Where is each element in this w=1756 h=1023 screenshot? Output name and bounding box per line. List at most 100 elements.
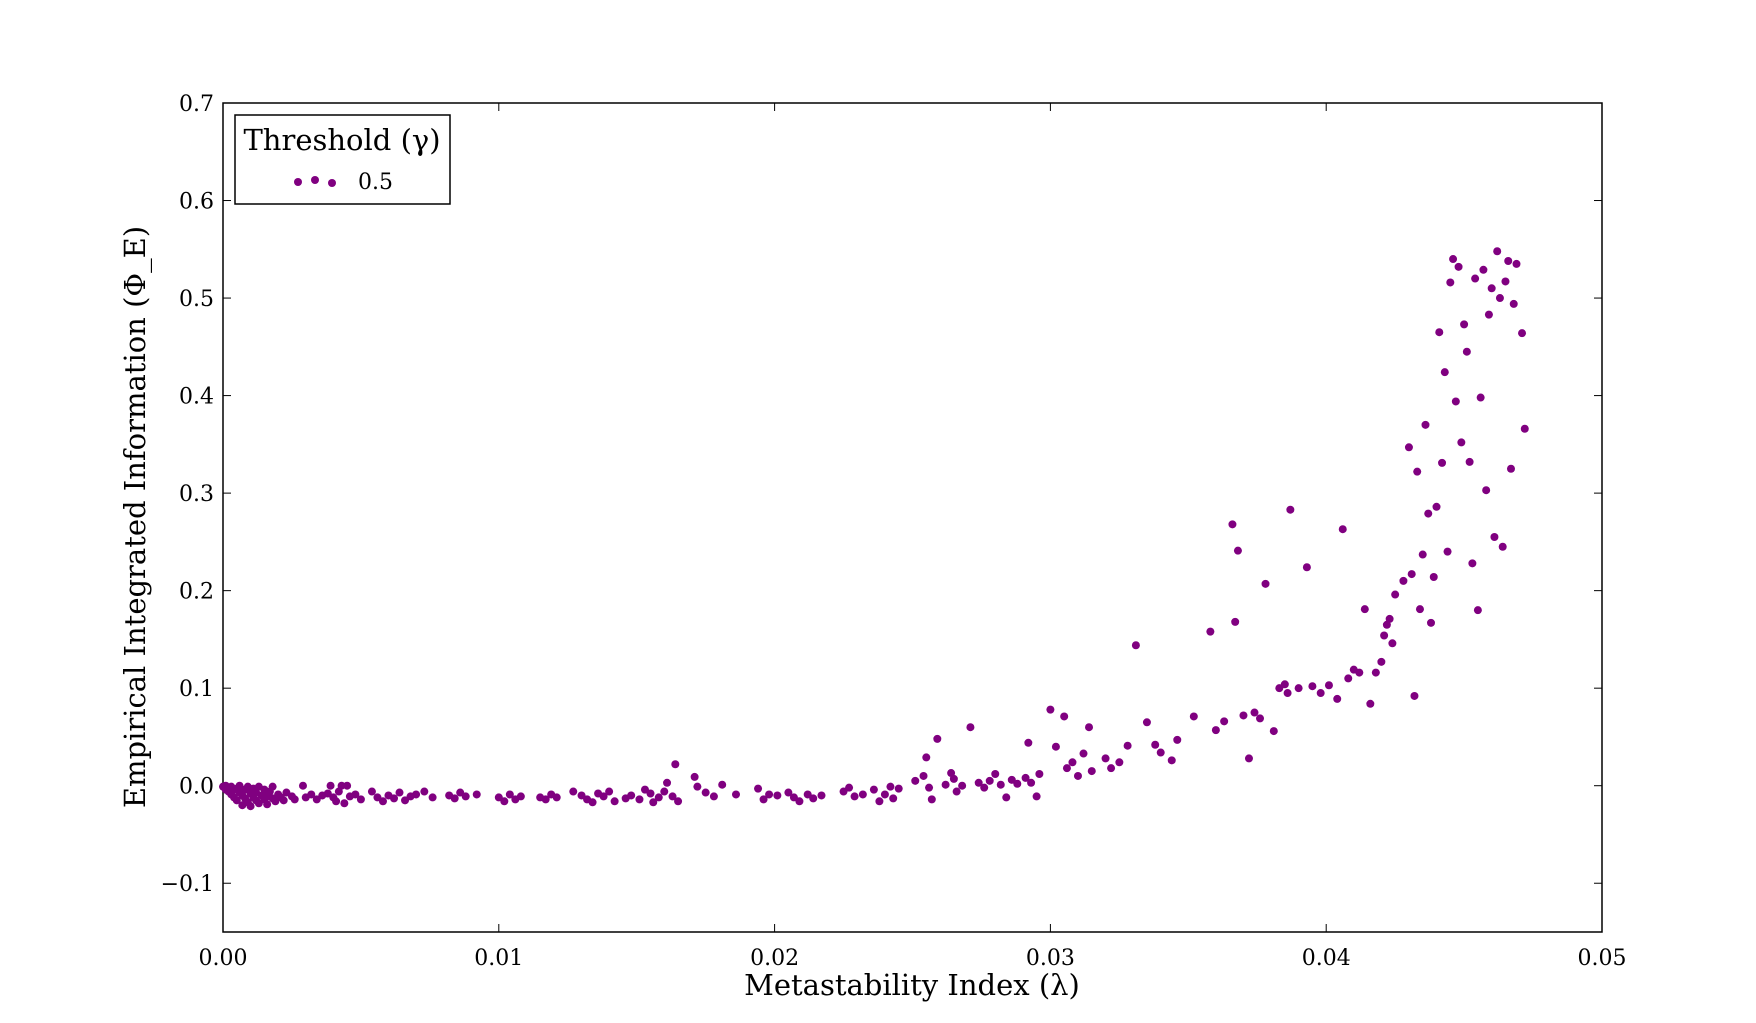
data-point <box>1407 570 1416 579</box>
legend-marker-dot <box>328 179 336 187</box>
data-point <box>709 792 718 801</box>
data-point <box>1432 502 1441 511</box>
data-point <box>312 795 321 804</box>
data-point <box>577 791 586 800</box>
data-point <box>1404 443 1413 452</box>
data-point <box>472 790 481 799</box>
y-tick-label: 0.6 <box>179 190 214 215</box>
data-point <box>1462 347 1471 356</box>
data-point <box>839 787 848 796</box>
data-point <box>1438 458 1447 467</box>
data-point <box>1189 712 1198 721</box>
data-point <box>784 788 793 797</box>
y-tick-label: 0.3 <box>179 482 214 507</box>
data-point <box>1479 265 1488 274</box>
data-point <box>290 795 299 804</box>
data-point <box>759 795 768 804</box>
data-point <box>1506 464 1515 473</box>
y-tick-label: 0.2 <box>179 580 214 605</box>
plot-area <box>222 102 1603 933</box>
data-point <box>889 794 898 803</box>
data-point <box>1228 520 1237 529</box>
data-point <box>1460 320 1469 329</box>
data-point <box>1233 546 1242 555</box>
data-point <box>1427 618 1435 627</box>
data-point <box>1142 718 1151 727</box>
data-point <box>356 795 365 804</box>
data-point <box>279 796 288 805</box>
y-tick-label: 0.1 <box>179 677 214 702</box>
y-axis-label: Empirical Integrated Information (Φ_E) <box>118 226 153 808</box>
data-point <box>1454 262 1463 271</box>
data-point <box>1316 689 1325 698</box>
legend-title: Threshold (γ) <box>243 123 440 157</box>
data-point <box>298 781 307 790</box>
data-point <box>1024 738 1033 747</box>
data-point <box>627 791 636 800</box>
y-tick-label: 0.0 <box>179 775 214 800</box>
data-point <box>663 778 672 787</box>
legend-box <box>234 114 451 205</box>
data-point <box>246 802 255 811</box>
data-point <box>922 753 931 762</box>
y-tick-label: 0.4 <box>179 385 214 410</box>
data-point <box>395 788 404 797</box>
data-point <box>886 782 895 791</box>
x-tick-label: 0.01 <box>474 946 523 971</box>
x-tick-label: 0.04 <box>1302 946 1351 971</box>
data-point <box>599 792 608 801</box>
data-point <box>1468 559 1477 568</box>
data-point <box>1051 742 1060 751</box>
data-point <box>1032 792 1041 801</box>
data-point <box>1280 680 1289 689</box>
data-point <box>1371 668 1380 677</box>
data-point <box>1418 550 1427 559</box>
y-tick-label: −0.1 <box>161 872 214 897</box>
data-point <box>1062 764 1071 773</box>
data-point <box>668 792 677 801</box>
data-point <box>1476 393 1485 402</box>
data-point <box>1360 605 1369 614</box>
data-point <box>337 781 346 790</box>
data-point <box>1206 627 1215 636</box>
data-point <box>1512 259 1521 268</box>
data-point <box>378 797 387 806</box>
data-point <box>1471 274 1480 283</box>
data-point <box>858 790 867 799</box>
data-point <box>1520 424 1529 433</box>
data-point <box>1355 668 1364 677</box>
y-tick-label: 0.7 <box>179 92 214 117</box>
data-point <box>1493 247 1502 256</box>
data-point <box>1256 714 1265 723</box>
data-point <box>795 797 804 806</box>
data-point <box>1151 740 1160 749</box>
y-tick-label: 0.5 <box>179 287 214 312</box>
data-point <box>949 774 958 783</box>
data-point <box>1495 294 1504 303</box>
data-point <box>980 783 989 792</box>
data-point <box>420 787 429 796</box>
data-point <box>919 771 928 780</box>
x-axis: 0.00 0.01 0.02 0.03 0.04 0.05 <box>199 103 1626 971</box>
data-point <box>894 784 903 793</box>
data-point <box>1435 328 1444 337</box>
data-point <box>268 782 277 791</box>
data-point <box>1429 572 1438 581</box>
data-point <box>1294 684 1303 693</box>
data-point <box>1487 284 1496 293</box>
data-point <box>1231 617 1240 626</box>
data-point <box>1388 639 1397 648</box>
data-point <box>450 794 459 803</box>
data-point <box>1060 712 1069 721</box>
data-point <box>1244 754 1253 763</box>
data-point <box>671 760 680 769</box>
data-point <box>869 785 878 794</box>
data-point <box>1490 533 1499 542</box>
data-point <box>1101 754 1110 763</box>
data-point <box>1002 793 1011 802</box>
data-point <box>1518 329 1527 338</box>
data-point <box>845 783 854 792</box>
data-point <box>635 795 644 804</box>
data-point <box>1440 368 1449 377</box>
data-point <box>605 787 614 796</box>
